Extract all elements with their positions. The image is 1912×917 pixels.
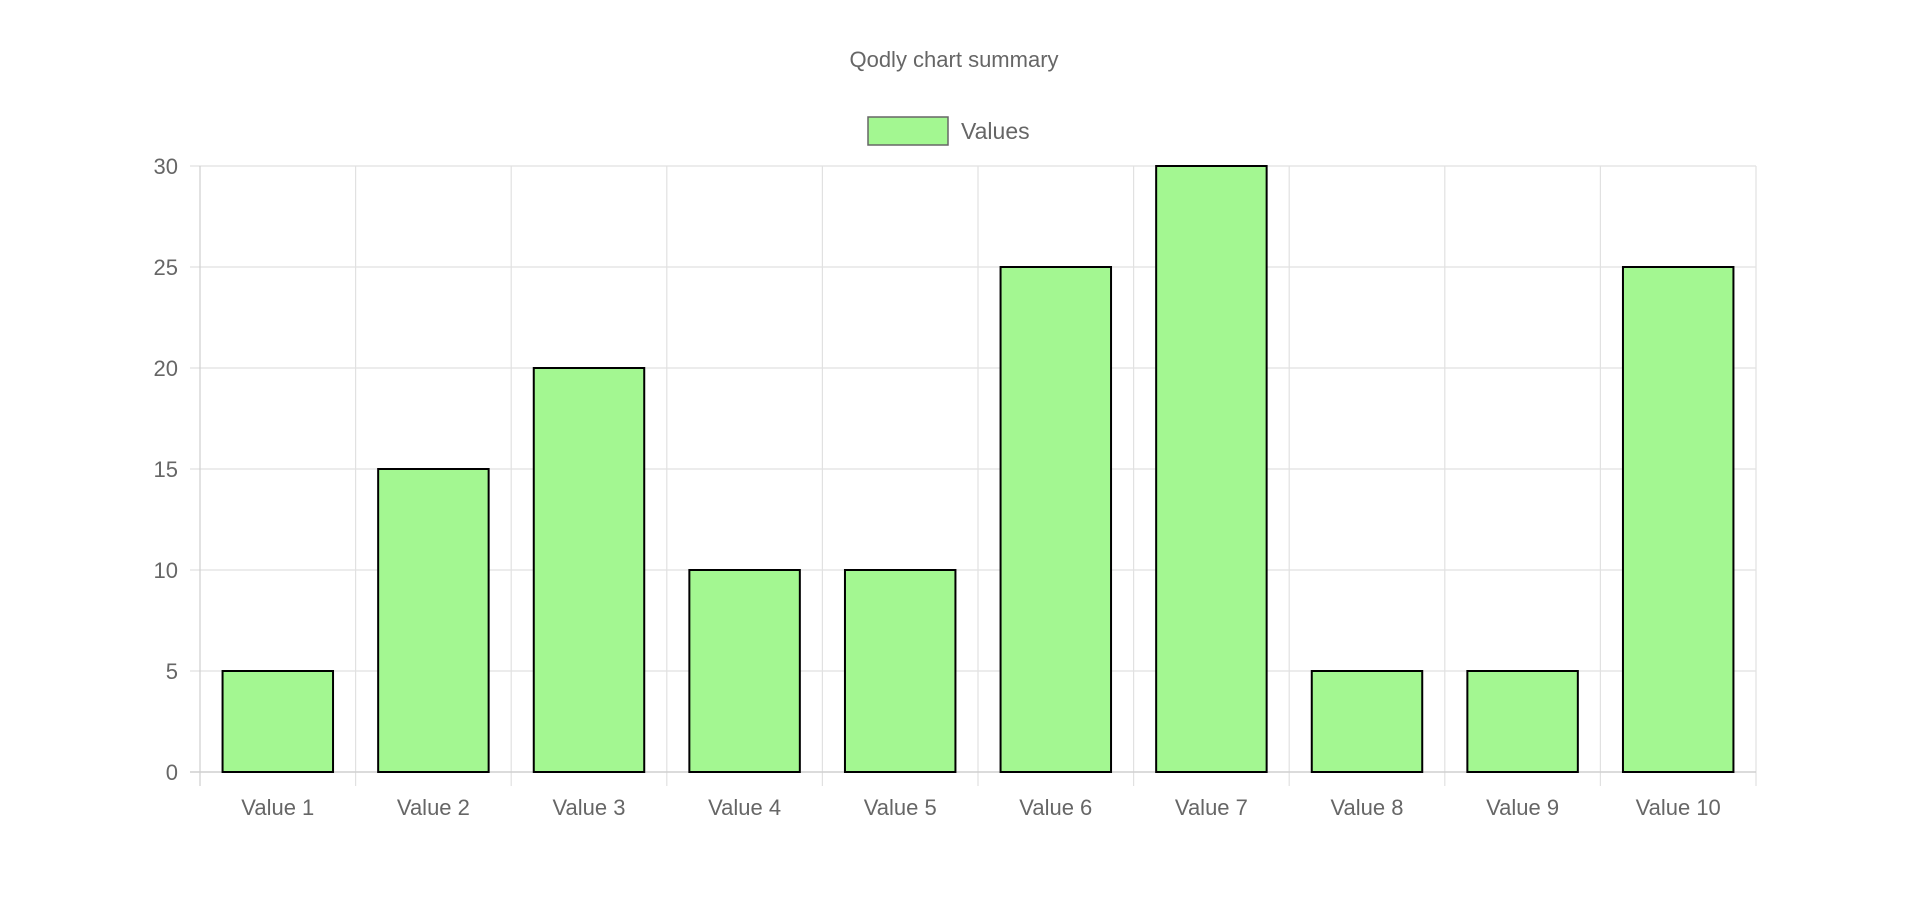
y-tick-label: 30: [154, 154, 178, 179]
x-tick-label: Value 8: [1331, 795, 1404, 820]
x-tick-label: Value 7: [1175, 795, 1248, 820]
x-tick-label: Value 5: [864, 795, 937, 820]
y-tick-label: 0: [166, 760, 178, 785]
y-tick-label: 10: [154, 558, 178, 583]
bar-value-10[interactable]: [1621, 266, 1735, 773]
y-tick-label: 25: [154, 255, 178, 280]
chart-title: Qodly chart summary: [849, 47, 1058, 72]
legend[interactable]: Values: [867, 116, 1030, 146]
bars: [221, 165, 1735, 773]
bar-value-8[interactable]: [1310, 670, 1424, 773]
x-tick-label: Value 10: [1636, 795, 1721, 820]
x-tick-label: Value 4: [708, 795, 781, 820]
y-tick-label: 20: [154, 356, 178, 381]
legend-label-values: Values: [961, 118, 1030, 144]
x-tick-label: Value 6: [1019, 795, 1092, 820]
bar-value-1[interactable]: [221, 670, 335, 773]
y-tick-label: 5: [166, 659, 178, 684]
bar-value-2[interactable]: [377, 468, 490, 773]
x-tick-label: Value 2: [397, 795, 470, 820]
bar-value-6[interactable]: [999, 266, 1113, 773]
bar-value-5[interactable]: [843, 569, 957, 773]
y-tick-label: 15: [154, 457, 178, 482]
bar-value-4[interactable]: [688, 569, 801, 773]
tick-labels: 0 5 10 15 20 25 30 Value 1 Value 2 Value 3 Value 4…: [154, 154, 1721, 820]
legend-swatch: [867, 116, 949, 146]
bar-value-9[interactable]: [1466, 670, 1579, 773]
x-tick-label: Value 1: [241, 795, 314, 820]
x-tick-label: Value 9: [1486, 795, 1559, 820]
x-tick-label: Value 3: [553, 795, 626, 820]
bar-value-3[interactable]: [532, 367, 646, 773]
bar-value-7[interactable]: [1155, 165, 1268, 773]
